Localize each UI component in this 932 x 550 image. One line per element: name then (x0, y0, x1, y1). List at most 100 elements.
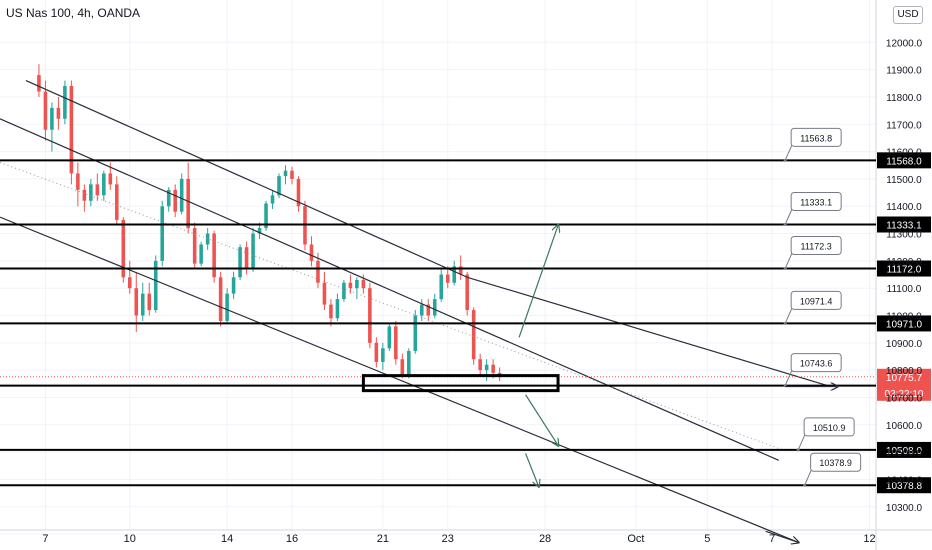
candle-body (322, 282, 327, 305)
level-label: 11172.0 (887, 265, 922, 276)
x-tick-label: 12 (863, 533, 875, 545)
y-tick-label: 11300.0 (886, 230, 922, 241)
projection-arrow (518, 225, 558, 338)
level-label-bg (877, 260, 931, 277)
candle-body (140, 293, 145, 316)
level-label: 11333.1 (886, 221, 922, 232)
y-tick-label: 11400.0 (886, 202, 922, 213)
candle-body (231, 277, 236, 294)
candle-body (452, 266, 457, 283)
level-label: 10508.0 (886, 446, 923, 457)
candle-body (212, 233, 216, 278)
candle-body (257, 228, 262, 234)
x-tick-label: 21 (377, 533, 389, 545)
candle-body (471, 310, 476, 360)
callout-anchor (796, 448, 800, 452)
trendline (0, 216, 799, 543)
y-tick-label: 10500.0 (886, 448, 923, 459)
candle-body (283, 170, 288, 177)
channel-midline (0, 162, 786, 452)
candle-body (205, 233, 210, 245)
candle-body (329, 304, 333, 319)
y-tick-label: 11500.0 (886, 175, 922, 186)
level-label-bg (877, 216, 931, 233)
candle-body (478, 359, 482, 371)
trendline (0, 118, 779, 461)
x-tick-label: 7 (769, 533, 775, 545)
candle-body (277, 176, 281, 196)
trendline (467, 276, 831, 388)
candle-body (445, 274, 450, 283)
candle-body (225, 293, 229, 321)
countdown-label: 03:22:10 (885, 389, 924, 400)
y-tick-label: 11600.0 (886, 148, 922, 159)
candle-body (134, 288, 139, 316)
callout-value: 11172.3 (801, 242, 832, 252)
candle-body (238, 247, 242, 278)
candle-body (186, 178, 190, 229)
level-label-bg (877, 315, 931, 332)
candle-body (56, 107, 61, 119)
candle-body (290, 170, 294, 179)
candle-body (432, 299, 437, 316)
callout-value: 10510.9 (813, 423, 846, 433)
candle-body (108, 173, 113, 185)
currency-button[interactable]: USD (893, 6, 923, 24)
y-tick-label: 10900.0 (886, 339, 923, 350)
x-tick-label: 10 (124, 533, 136, 545)
grid-lines (0, 0, 876, 535)
channel-arrow (765, 530, 798, 542)
y-tick-label: 11000.0 (886, 312, 922, 323)
candle-body (426, 304, 431, 316)
y-tick-label: 10600.0 (886, 421, 923, 432)
y-tick-label: 10700.0 (886, 393, 923, 404)
candle-body (82, 189, 87, 201)
candle-body (342, 282, 346, 300)
y-tick-label: 11200.0 (886, 257, 922, 268)
candle-body (355, 279, 359, 289)
callout-box (790, 236, 842, 256)
y-tick-label: 11100.0 (887, 284, 922, 295)
y-tick-label: 12000.0 (886, 38, 923, 49)
callout-box (810, 452, 862, 472)
candle-body (394, 326, 398, 360)
level-label-bg (877, 441, 931, 458)
candle-body (400, 359, 405, 376)
callout-value: 11563.8 (800, 133, 832, 143)
current-price-label: 10775.7 (886, 373, 923, 384)
candle-body (160, 206, 165, 261)
candle-body (413, 315, 418, 352)
candle-body (484, 364, 489, 371)
x-tick-label: Oct (627, 533, 644, 545)
candle-body (95, 184, 100, 196)
y-tick-label: 11800.0 (886, 93, 922, 104)
candles (37, 64, 502, 382)
symbol-title: US Nas 100, 4h, OANDA (6, 6, 141, 20)
x-tick-label: 7 (42, 533, 48, 545)
callout-anchor (783, 158, 787, 162)
candle-body (102, 173, 106, 196)
candle-body (153, 260, 158, 311)
candle-body (309, 244, 314, 261)
candle-body (43, 91, 48, 130)
candle-body (407, 351, 411, 376)
candle-body (251, 233, 255, 270)
candle-body (264, 203, 268, 229)
candle-body (37, 75, 41, 92)
x-tick-label: 5 (704, 533, 710, 545)
candle-body (361, 279, 366, 289)
candle-body (419, 304, 424, 316)
level-label-bg (877, 152, 931, 169)
candle-body (381, 348, 385, 362)
callout-value: 10378.9 (819, 458, 852, 468)
callout-anchor (783, 321, 787, 325)
candle-body (387, 326, 392, 349)
candle-body (374, 342, 379, 362)
y-tick-label: 10400.0 (886, 475, 923, 486)
candle-body (199, 244, 203, 264)
level-label: 10971.0 (886, 319, 923, 330)
projection-arrow (525, 394, 558, 446)
callout-value: 10971.4 (800, 296, 833, 306)
candle-body (192, 228, 197, 264)
